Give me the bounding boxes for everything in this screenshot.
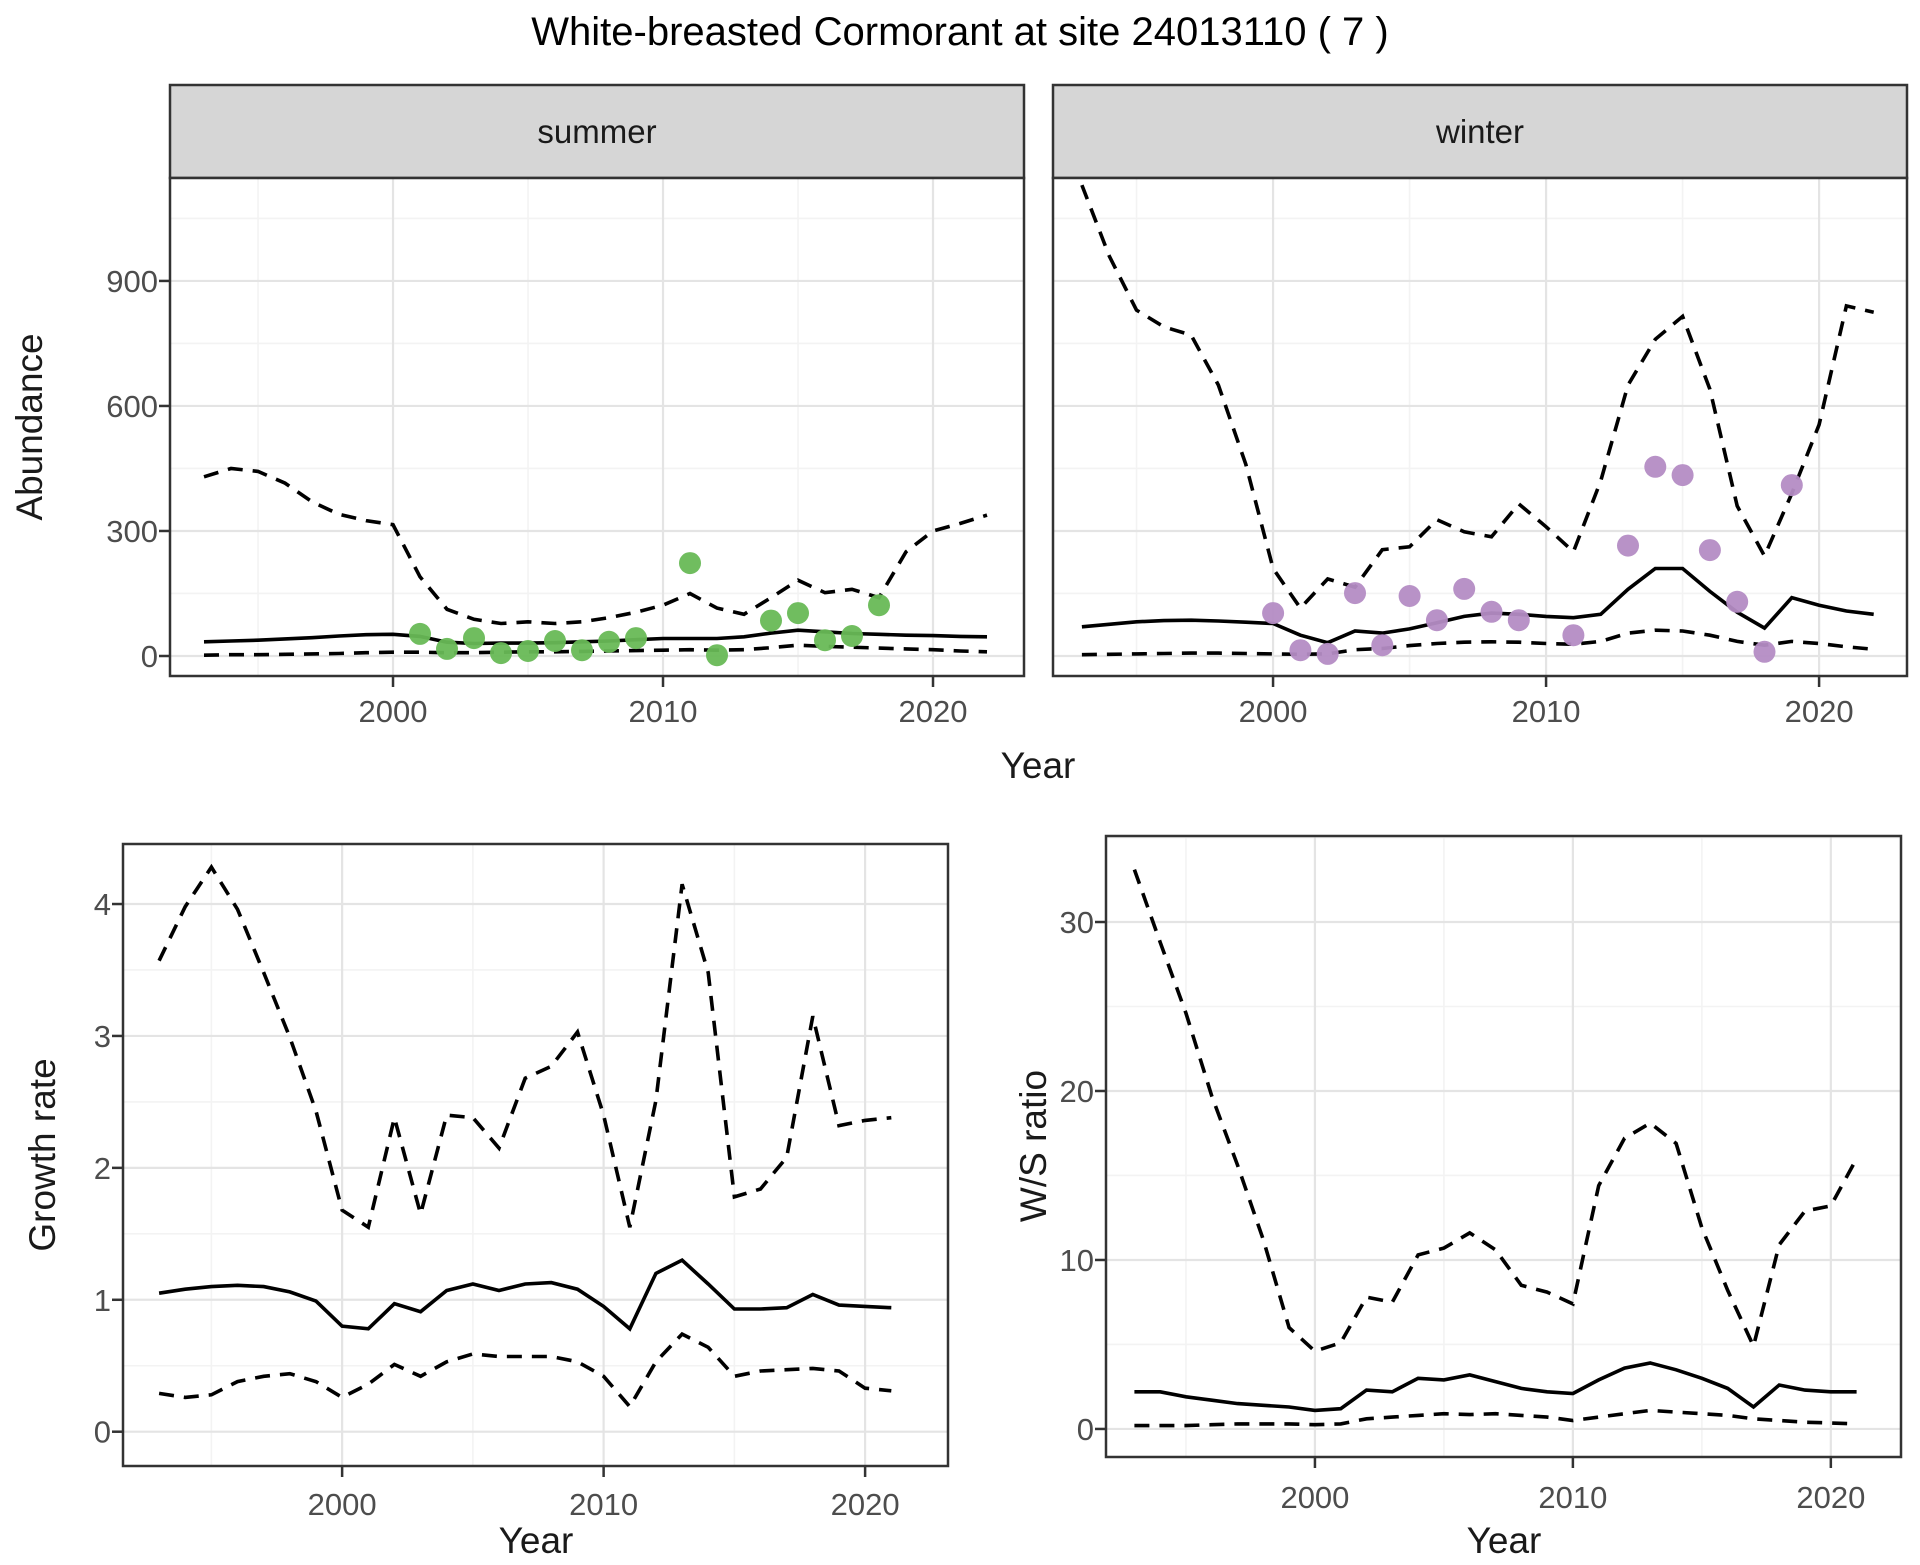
abundance_summer-x-tick-label: 2020	[899, 694, 968, 729]
abundance_summer-x-tick-label: 2000	[359, 694, 428, 729]
observed_counts_summer-point	[436, 637, 458, 660]
growth_rate-median-line	[158, 1258, 892, 1332]
ws_ratio-panel-border	[1104, 834, 1903, 1459]
observed_counts_winter-point	[1371, 634, 1394, 657]
abundance_winter-x-tick-label: 2020	[1785, 694, 1854, 729]
chart-title: White-breasted Cormorant at site 2401311…	[531, 10, 1388, 54]
observed_counts_winter-point	[1780, 474, 1803, 497]
growth_rate-upper_ci-line	[157, 863, 892, 1231]
observed_counts_summer-point	[868, 594, 890, 617]
y-axis-label-ws-ratio: W/S ratio	[1013, 1070, 1054, 1222]
x-axis-label-year-bottom-left: Year	[499, 1520, 574, 1560]
observed_counts_winter-point	[1753, 640, 1776, 663]
ws_ratio-x-tick-label: 2010	[1538, 1480, 1607, 1515]
growth_rate-x-tick-label: 2010	[569, 1487, 638, 1522]
observed_counts_summer-point	[841, 625, 863, 647]
abundance_summer-y-tick-label: 600	[106, 389, 158, 424]
observed_counts_summer-point	[625, 627, 647, 650]
growth_rate-x-tick-label: 2000	[308, 1487, 377, 1522]
growth_rate-panel-border	[121, 842, 950, 1468]
observed_counts_summer-point	[571, 639, 593, 662]
abundance_winter-median-line	[1081, 566, 1874, 645]
abundance_summer-panel-border	[168, 176, 1026, 678]
ws_ratio-x-tick-label: 2000	[1280, 1480, 1349, 1515]
observed_counts_summer-point	[544, 630, 566, 652]
observed_counts_winter-point	[1507, 609, 1530, 632]
y-axis-label-abundance: Abundance	[9, 333, 50, 520]
observed_counts_summer-point	[409, 622, 431, 645]
ws_ratio-upper_ci-line	[1132, 868, 1859, 1354]
abundance_winter-x-tick-label: 2010	[1512, 694, 1581, 729]
ws_ratio-y-tick-label: 20	[1060, 1074, 1094, 1109]
observed_counts_summer-point	[814, 629, 836, 652]
observed_counts_winter-point	[1644, 455, 1667, 478]
growth_rate-y-tick-label: 2	[94, 1151, 111, 1186]
observed_counts_summer-point	[463, 627, 485, 650]
facet-label-winter: winter	[1435, 113, 1524, 150]
observed_counts_winter-point	[1344, 582, 1366, 605]
observed_counts_summer-point	[679, 552, 701, 575]
abundance_summer-facet-strip	[168, 83, 1026, 180]
growth_rate-y-tick-label: 4	[94, 887, 111, 922]
growth_rate-y-tick-label: 1	[94, 1283, 111, 1318]
observed_counts_summer-point	[787, 602, 809, 625]
observed_counts_winter-point	[1425, 609, 1448, 632]
observed_counts_winter-point	[1671, 464, 1694, 487]
observed_counts_winter-point	[1726, 590, 1749, 613]
growth_rate-y-tick-label: 0	[94, 1415, 111, 1450]
abundance_winter-facet-strip	[1051, 83, 1909, 180]
abundance_winter-panel-bg	[1053, 178, 1907, 676]
x-axis-label-year-bottom-right: Year	[1467, 1520, 1542, 1560]
abundance_summer-y-tick-label: 300	[106, 514, 158, 549]
growth_rate-x-tick-label: 2020	[831, 1487, 900, 1522]
observed_counts_winter-point	[1617, 534, 1639, 557]
abundance_summer-upper_ci-line	[203, 466, 988, 626]
abundance_winter-x-tick-label: 2000	[1239, 694, 1308, 729]
observed_counts_summer-point	[517, 640, 539, 662]
growth_rate-lower_ci-line	[158, 1331, 892, 1410]
observed_counts_winter-point	[1289, 639, 1312, 662]
observed_counts_summer-point	[490, 642, 512, 665]
growth_rate-y-tick-label: 3	[94, 1019, 111, 1054]
observed_counts_winter-point	[1453, 577, 1476, 600]
abundance_summer-y-tick-label: 900	[106, 264, 158, 299]
observed_counts_summer-point	[598, 630, 620, 653]
y-axis-label-growth-rate: Growth rate	[22, 1058, 63, 1251]
observed_counts_winter-point	[1398, 585, 1421, 607]
abundance_summer-lower_ci-line	[203, 643, 988, 657]
ws_ratio-median-line	[1134, 1361, 1857, 1413]
abundance_winter-lower_ci-line	[1081, 628, 1874, 657]
abundance_summer-x-tick-label: 2010	[629, 694, 698, 729]
abundance_summer-panel-bg	[170, 178, 1024, 676]
growth_rate-panel-bg	[123, 844, 948, 1466]
ws_ratio-y-tick-label: 0	[1077, 1412, 1094, 1447]
observed_counts_summer-point	[706, 644, 728, 667]
ws_ratio-y-tick-label: 10	[1060, 1243, 1094, 1278]
observed_counts_winter-point	[1316, 642, 1339, 665]
observed_counts_winter-point	[1262, 602, 1285, 625]
facet-label-summer: summer	[537, 113, 656, 150]
ws_ratio-lower_ci-line	[1134, 1408, 1857, 1428]
abundance_summer-y-tick-label: 0	[141, 639, 158, 674]
ws_ratio-x-tick-label: 2020	[1796, 1480, 1865, 1515]
abundance_winter-panel-border	[1051, 176, 1909, 678]
observed_counts_winter-point	[1562, 624, 1585, 647]
ws_ratio-y-tick-label: 30	[1060, 905, 1094, 940]
x-axis-label-year-top: Year	[1001, 745, 1076, 786]
observed_counts_winter-point	[1698, 539, 1721, 562]
observed_counts_summer-point	[760, 609, 782, 632]
ws_ratio-panel-bg	[1106, 836, 1901, 1457]
observed_counts_winter-point	[1480, 600, 1503, 623]
